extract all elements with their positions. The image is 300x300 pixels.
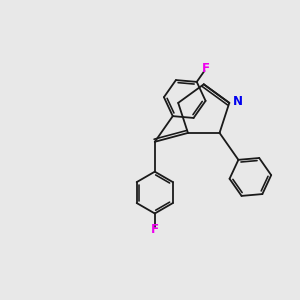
Text: F: F [151,223,159,236]
Text: F: F [202,62,210,75]
Text: N: N [233,95,243,108]
